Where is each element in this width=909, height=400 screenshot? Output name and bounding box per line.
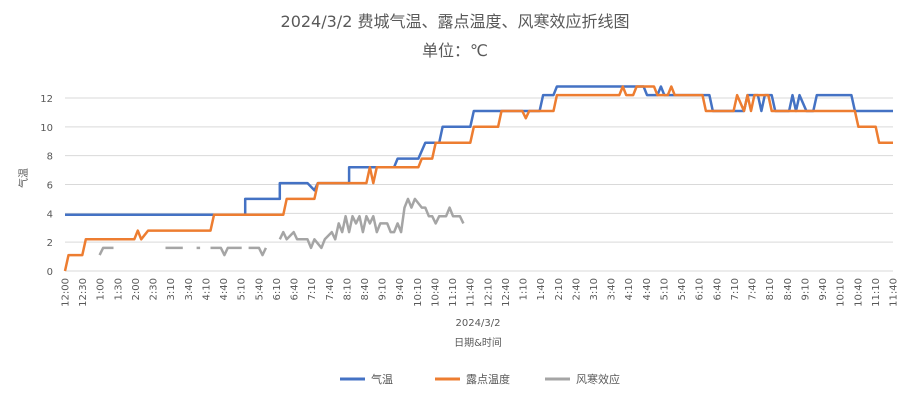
legend-label: 露点温度 bbox=[466, 372, 510, 386]
x-tick-label: 3:40 bbox=[607, 278, 618, 300]
y-axis-title: 气温 bbox=[17, 168, 30, 188]
x-axis-title: 日期&时间 bbox=[454, 336, 502, 349]
y-tick-label: 6 bbox=[47, 181, 53, 192]
x-tick-label: 2:10 bbox=[554, 278, 565, 300]
series-line-2-segment-3 bbox=[210, 246, 242, 257]
x-tick-label: 9:40 bbox=[395, 278, 406, 300]
x-tick-label: 3:10 bbox=[166, 278, 177, 300]
chart-title: 2024/3/2 费城气温、露点温度、风寒效应折线图 bbox=[281, 12, 630, 31]
x-tick-label: 2:30 bbox=[149, 278, 160, 300]
x-tick-label: 8:10 bbox=[342, 278, 353, 300]
x-tick-label: 10:40 bbox=[853, 278, 864, 307]
y-axis-ticks: 0 2 4 6 8 10 12 bbox=[40, 94, 53, 278]
x-tick-label: 10:40 bbox=[430, 278, 441, 307]
y-tick-label: 2 bbox=[47, 238, 53, 249]
x-tick-label: 8:40 bbox=[360, 278, 371, 300]
x-tick-label: 12:30 bbox=[78, 278, 89, 307]
legend-label: 风寒效应 bbox=[576, 372, 620, 386]
legend-label: 气温 bbox=[371, 372, 393, 386]
x-tick-label: 1:00 bbox=[96, 278, 107, 300]
gridlines bbox=[65, 97, 893, 272]
x-tick-label: 6:10 bbox=[272, 278, 283, 300]
x-axis-group-label: 2024/3/2 bbox=[456, 318, 501, 329]
x-tick-label: 10:10 bbox=[413, 278, 424, 307]
x-tick-label: 1:40 bbox=[536, 278, 547, 300]
legend: 气温 露点温度 风寒效应 bbox=[340, 372, 620, 386]
x-tick-label: 3:40 bbox=[184, 278, 195, 300]
x-tick-label: 5:40 bbox=[677, 278, 688, 300]
x-tick-label: 7:40 bbox=[325, 278, 336, 300]
x-tick-label: 8:40 bbox=[783, 278, 794, 300]
x-tick-label: 4:10 bbox=[201, 278, 212, 300]
x-tick-label: 3:10 bbox=[589, 278, 600, 300]
x-tick-label: 10:10 bbox=[836, 278, 847, 307]
series-lines bbox=[63, 85, 893, 272]
x-tick-label: 11:40 bbox=[889, 278, 900, 307]
x-tick-label: 5:10 bbox=[237, 278, 248, 300]
series-line-0-segment-0 bbox=[65, 85, 893, 217]
x-tick-label: 7:10 bbox=[730, 278, 741, 300]
x-tick-label: 9:10 bbox=[800, 278, 811, 300]
x-tick-label: 8:10 bbox=[765, 278, 776, 300]
x-tick-label: 2:00 bbox=[131, 278, 142, 300]
legend-item: 气温 bbox=[340, 372, 393, 386]
x-tick-label: 12:00 bbox=[61, 278, 72, 307]
series-line-2-segment-0 bbox=[98, 246, 114, 256]
x-tick-label: 7:10 bbox=[307, 278, 318, 300]
y-tick-label: 4 bbox=[47, 209, 53, 220]
x-tick-label: 5:10 bbox=[659, 278, 670, 300]
x-tick-label: 11:40 bbox=[466, 278, 477, 307]
x-tick-label: 6:40 bbox=[712, 278, 723, 300]
x-tick-label: 2:40 bbox=[571, 278, 582, 300]
x-tick-label: 1:30 bbox=[113, 278, 124, 300]
x-tick-label: 5:40 bbox=[254, 278, 265, 300]
x-tick-label: 11:10 bbox=[448, 278, 459, 307]
x-tick-label: 6:10 bbox=[695, 278, 706, 300]
legend-item: 风寒效应 bbox=[545, 372, 620, 386]
x-tick-label: 4:10 bbox=[624, 278, 635, 300]
y-tick-label: 10 bbox=[40, 123, 53, 134]
chart-subtitle: 单位：℃ bbox=[422, 41, 488, 60]
y-tick-label: 12 bbox=[40, 94, 53, 105]
x-axis-ticks: 12:00 12:30 1:00 1:30 2:00 2:30 3:10 3:40 4:10 4:… bbox=[61, 278, 900, 307]
legend-item: 露点温度 bbox=[435, 372, 510, 386]
x-tick-label: 11:10 bbox=[871, 278, 882, 307]
series-line-2-segment-5 bbox=[278, 197, 465, 250]
x-tick-label: 12:40 bbox=[501, 278, 512, 307]
x-tick-label: 7:40 bbox=[748, 278, 759, 300]
x-tick-label: 4:40 bbox=[642, 278, 653, 300]
series-line-2-segment-4 bbox=[248, 246, 268, 257]
x-tick-label: 6:40 bbox=[290, 278, 301, 300]
y-tick-label: 0 bbox=[47, 267, 53, 278]
x-tick-label: 12:10 bbox=[483, 278, 494, 307]
y-tick-label: 8 bbox=[47, 152, 53, 163]
x-tick-label: 4:40 bbox=[219, 278, 230, 300]
x-tick-label: 9:10 bbox=[378, 278, 389, 300]
x-tick-label: 9:40 bbox=[818, 278, 829, 300]
series-line-1-segment-0 bbox=[63, 85, 893, 272]
x-tick-label: 1:10 bbox=[519, 278, 530, 300]
